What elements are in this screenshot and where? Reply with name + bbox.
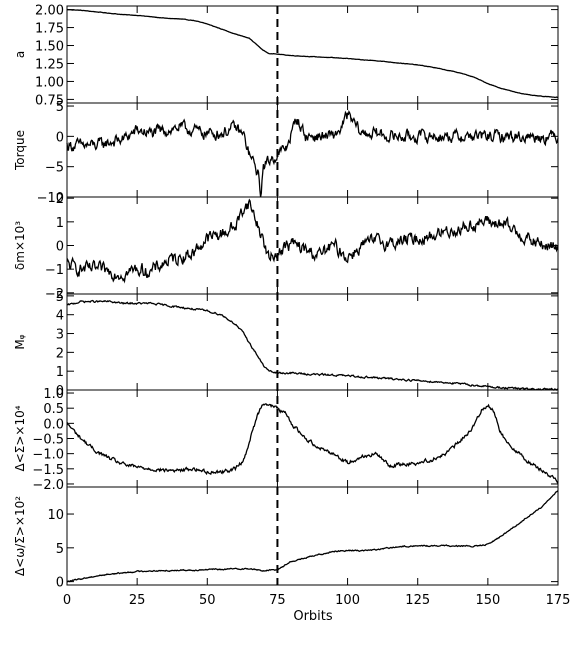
y-axis-label: Torque [13,130,27,171]
x-tick-label: 100 [335,593,360,608]
y-tick-label: 1.50 [35,40,64,55]
y-tick-label: 2 [56,192,64,207]
x-tick-label: 175 [546,593,571,608]
x-tick-label: 125 [405,593,430,608]
series-line-2 [66,109,559,197]
y-tick-label: 2 [56,346,64,361]
y-tick-label: 0.5 [43,402,64,417]
y-tick-label: 10 [47,508,64,523]
y-tick-label: 5 [56,290,64,305]
y-axis-label: Δ<ω/Σ>×10² [13,496,27,576]
panel-6: 0 5 10 Δ<ω/Σ>×10² [13,486,559,591]
series-line-6 [66,490,559,583]
series-line-4 [66,299,559,391]
x-tick-label: 0 [63,593,71,608]
y-tick-label: 5 [56,542,64,557]
y-tick-label: −2 [45,287,64,302]
panel-2: −10 −5 0 5 Torque [13,100,559,206]
x-tick-label: 75 [269,593,286,608]
y-tick-label: 0.0 [43,417,64,432]
y-tick-label: 0 [56,240,64,255]
panel-frame-4 [66,293,559,391]
y-axis-label: δm×10³ [13,221,27,270]
panel-frame-5 [66,389,559,488]
y-tick-label: 5 [56,100,64,115]
y-tick-label: 0 [56,384,64,399]
x-tick-label: 25 [129,593,146,608]
y-tick-label: 4 [56,309,64,324]
y-tick-label: 1 [56,216,64,231]
y-tick-label: −1.0 [32,448,64,463]
y-tick-label: −1 [45,263,64,278]
y-tick-label: 1.75 [35,22,64,37]
panels-layer: 0.751.001.251.501.752.00a−10−505Torque−2… [13,4,559,591]
y-axis-label: Mᵩ [13,334,27,349]
y-axis-label: Δ<Σ>×10⁴ [13,405,27,471]
series-line-3 [66,198,559,284]
panel-5: −2.0−1.5−1.0−0.50.00.51.0 Δ<Σ>×10⁴ [13,387,559,493]
x-axis-label: Orbits [293,609,333,624]
y-tick-label: −1.5 [32,463,64,478]
y-axis-label: a [13,51,27,58]
y-tick-label: 2.00 [35,4,64,19]
panel-frame-6 [66,486,559,586]
y-tick-label: 0 [56,130,64,145]
panel-frame-2 [66,102,559,198]
y-tick-label: −10 [37,191,64,206]
panel-frame-1 [66,5,559,104]
x-tick-label: 50 [199,593,216,608]
panel-frame-3 [66,196,559,295]
x-tick-label: 150 [475,593,500,608]
y-tick-label: 3 [56,328,64,343]
series-line-1 [66,8,559,99]
series-line-5 [66,403,559,484]
y-tick-label: −5 [45,161,64,176]
y-tick-label: −0.5 [32,433,64,448]
y-tick-label: 1.0 [43,387,64,402]
y-tick-label: 1.25 [35,57,64,72]
y-tick-label: 1.00 [35,75,64,90]
x-axis: 0 25 50 75 100 125 150 175 [63,593,571,608]
y-tick-label: 0 [56,576,64,591]
y-tick-label: 1 [56,365,64,380]
y-tick-label: 0.75 [35,93,64,108]
y-tick-label: −2.0 [32,478,64,493]
panel-1: 0.75 1.00 1.25 1.50 1.75 2.00 a [13,4,559,108]
panel-4: 0 1 2 3 4 5 Mᵩ [13,290,559,399]
